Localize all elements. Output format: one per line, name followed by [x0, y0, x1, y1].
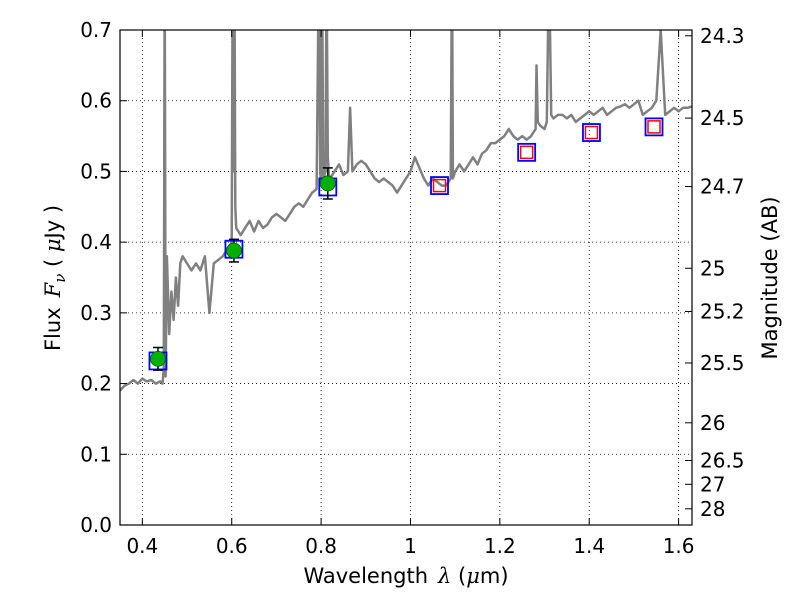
photometry-markers: [148, 117, 664, 371]
y2-tick-label: 24.5: [700, 106, 745, 130]
spectrum-line: [120, 30, 692, 392]
observed-point: [150, 350, 166, 367]
prediction-box-point: [432, 178, 447, 193]
x-tick-label: 1: [404, 534, 417, 558]
y2-tick-label: 26.5: [700, 449, 745, 473]
y-tick-label: 0.2: [80, 372, 112, 396]
observed-point: [226, 242, 242, 259]
model-box-point: [517, 142, 537, 162]
y2-tick-label: 25: [700, 256, 725, 280]
y2-tick-label: 25.2: [700, 299, 745, 323]
y-axis-title: FluxFν ( μJy ): [41, 205, 69, 351]
x-tick-label: 1.6: [663, 534, 695, 558]
y-tick-label: 0.4: [80, 230, 112, 254]
x-axis-title: Wavelength λ (μm): [303, 564, 508, 588]
y2-tick-label: 24.3: [700, 24, 745, 48]
x-tick-label: 1.4: [573, 534, 605, 558]
y2-tick-label: 28: [700, 497, 725, 521]
x-tick-label: 0.8: [305, 534, 337, 558]
x-tick-label: 0.6: [216, 534, 248, 558]
observed-point: [319, 175, 336, 192]
y-tick-label: 0.0: [80, 513, 112, 537]
plot-frame: [119, 29, 693, 526]
x-tick-label: 0.4: [126, 534, 158, 558]
model-box-point: [582, 123, 601, 142]
tick-labels: 0.4 0.6 0.8 1 1.2 1.4 1.6 0.0 0.1 0.2 0.3 0.4 0.5 0.6…: [80, 18, 744, 558]
model-box-point: [430, 176, 449, 195]
y-tick-label: 0.6: [80, 89, 112, 113]
y-tick-label: 0.7: [80, 18, 112, 42]
prediction-box-point: [647, 120, 661, 134]
spectrum-series: [120, 30, 692, 392]
y-tick-label: 0.5: [80, 159, 112, 183]
y2-tick-label: 26: [700, 411, 725, 435]
model-box-point: [644, 117, 664, 137]
x-tick-label: 1.2: [484, 534, 516, 558]
y-tick-label: 0.3: [80, 301, 112, 325]
prediction-box-point: [584, 125, 599, 140]
y2-tick-label: 27: [700, 472, 725, 496]
y2-tick-label: 25.5: [700, 351, 745, 375]
y-tick-label: 0.1: [80, 442, 112, 466]
prediction-box-point: [519, 145, 534, 160]
y2-tick-label: 24.7: [700, 175, 745, 199]
ticks: [120, 29, 692, 526]
y2-axis-title: Magnitude (AB): [758, 196, 782, 359]
